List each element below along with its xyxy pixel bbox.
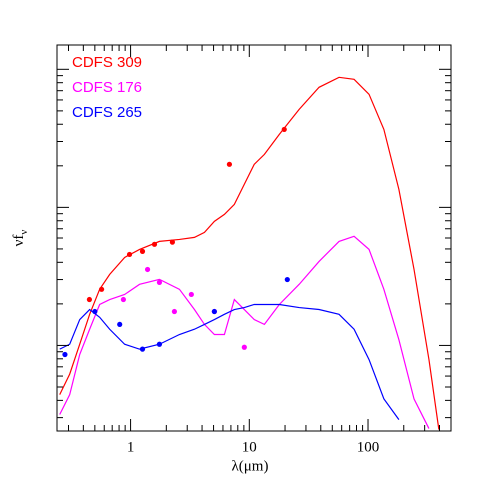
photometry-point [188,291,194,298]
photometry-point [211,308,217,315]
photometry-point [92,308,98,315]
photometry-point [156,341,163,347]
sed-curve [59,76,440,430]
y-axis-label-main: νf [11,235,27,247]
photometry-point [169,239,175,245]
photometry-point [86,296,93,303]
photometry-point [171,308,178,315]
x-tick-label: 10 [242,439,257,455]
photometry-point [241,344,247,350]
photometry-point [139,248,146,254]
x-tick-label: 100 [357,439,380,455]
photometry-point [226,161,233,167]
photometry-point [281,126,287,133]
plot-area [59,76,440,430]
photometry-point [120,296,127,303]
sed-curve [59,303,400,421]
photometry-point [126,251,133,258]
photometry-point [284,276,290,283]
photometry-point [151,241,158,247]
photometry-point [156,279,163,286]
sed-curve [59,235,430,429]
x-axis-label: λ(μm) [232,458,269,474]
photometry-point [139,346,146,352]
legend-entry: CDFS 176 [72,79,142,96]
photometry-point [144,266,151,273]
photometry-point [117,321,123,328]
photometry-point [62,351,68,358]
y-axis-label: νfν [11,230,29,247]
y-axis-label-sub: ν [18,230,30,235]
x-tick-label: 1 [127,439,135,455]
legend-entry: CDFS 309 [72,54,142,71]
legend-entry: CDFS 265 [72,104,142,121]
plot-frame [56,44,452,432]
photometry-point [98,286,105,292]
